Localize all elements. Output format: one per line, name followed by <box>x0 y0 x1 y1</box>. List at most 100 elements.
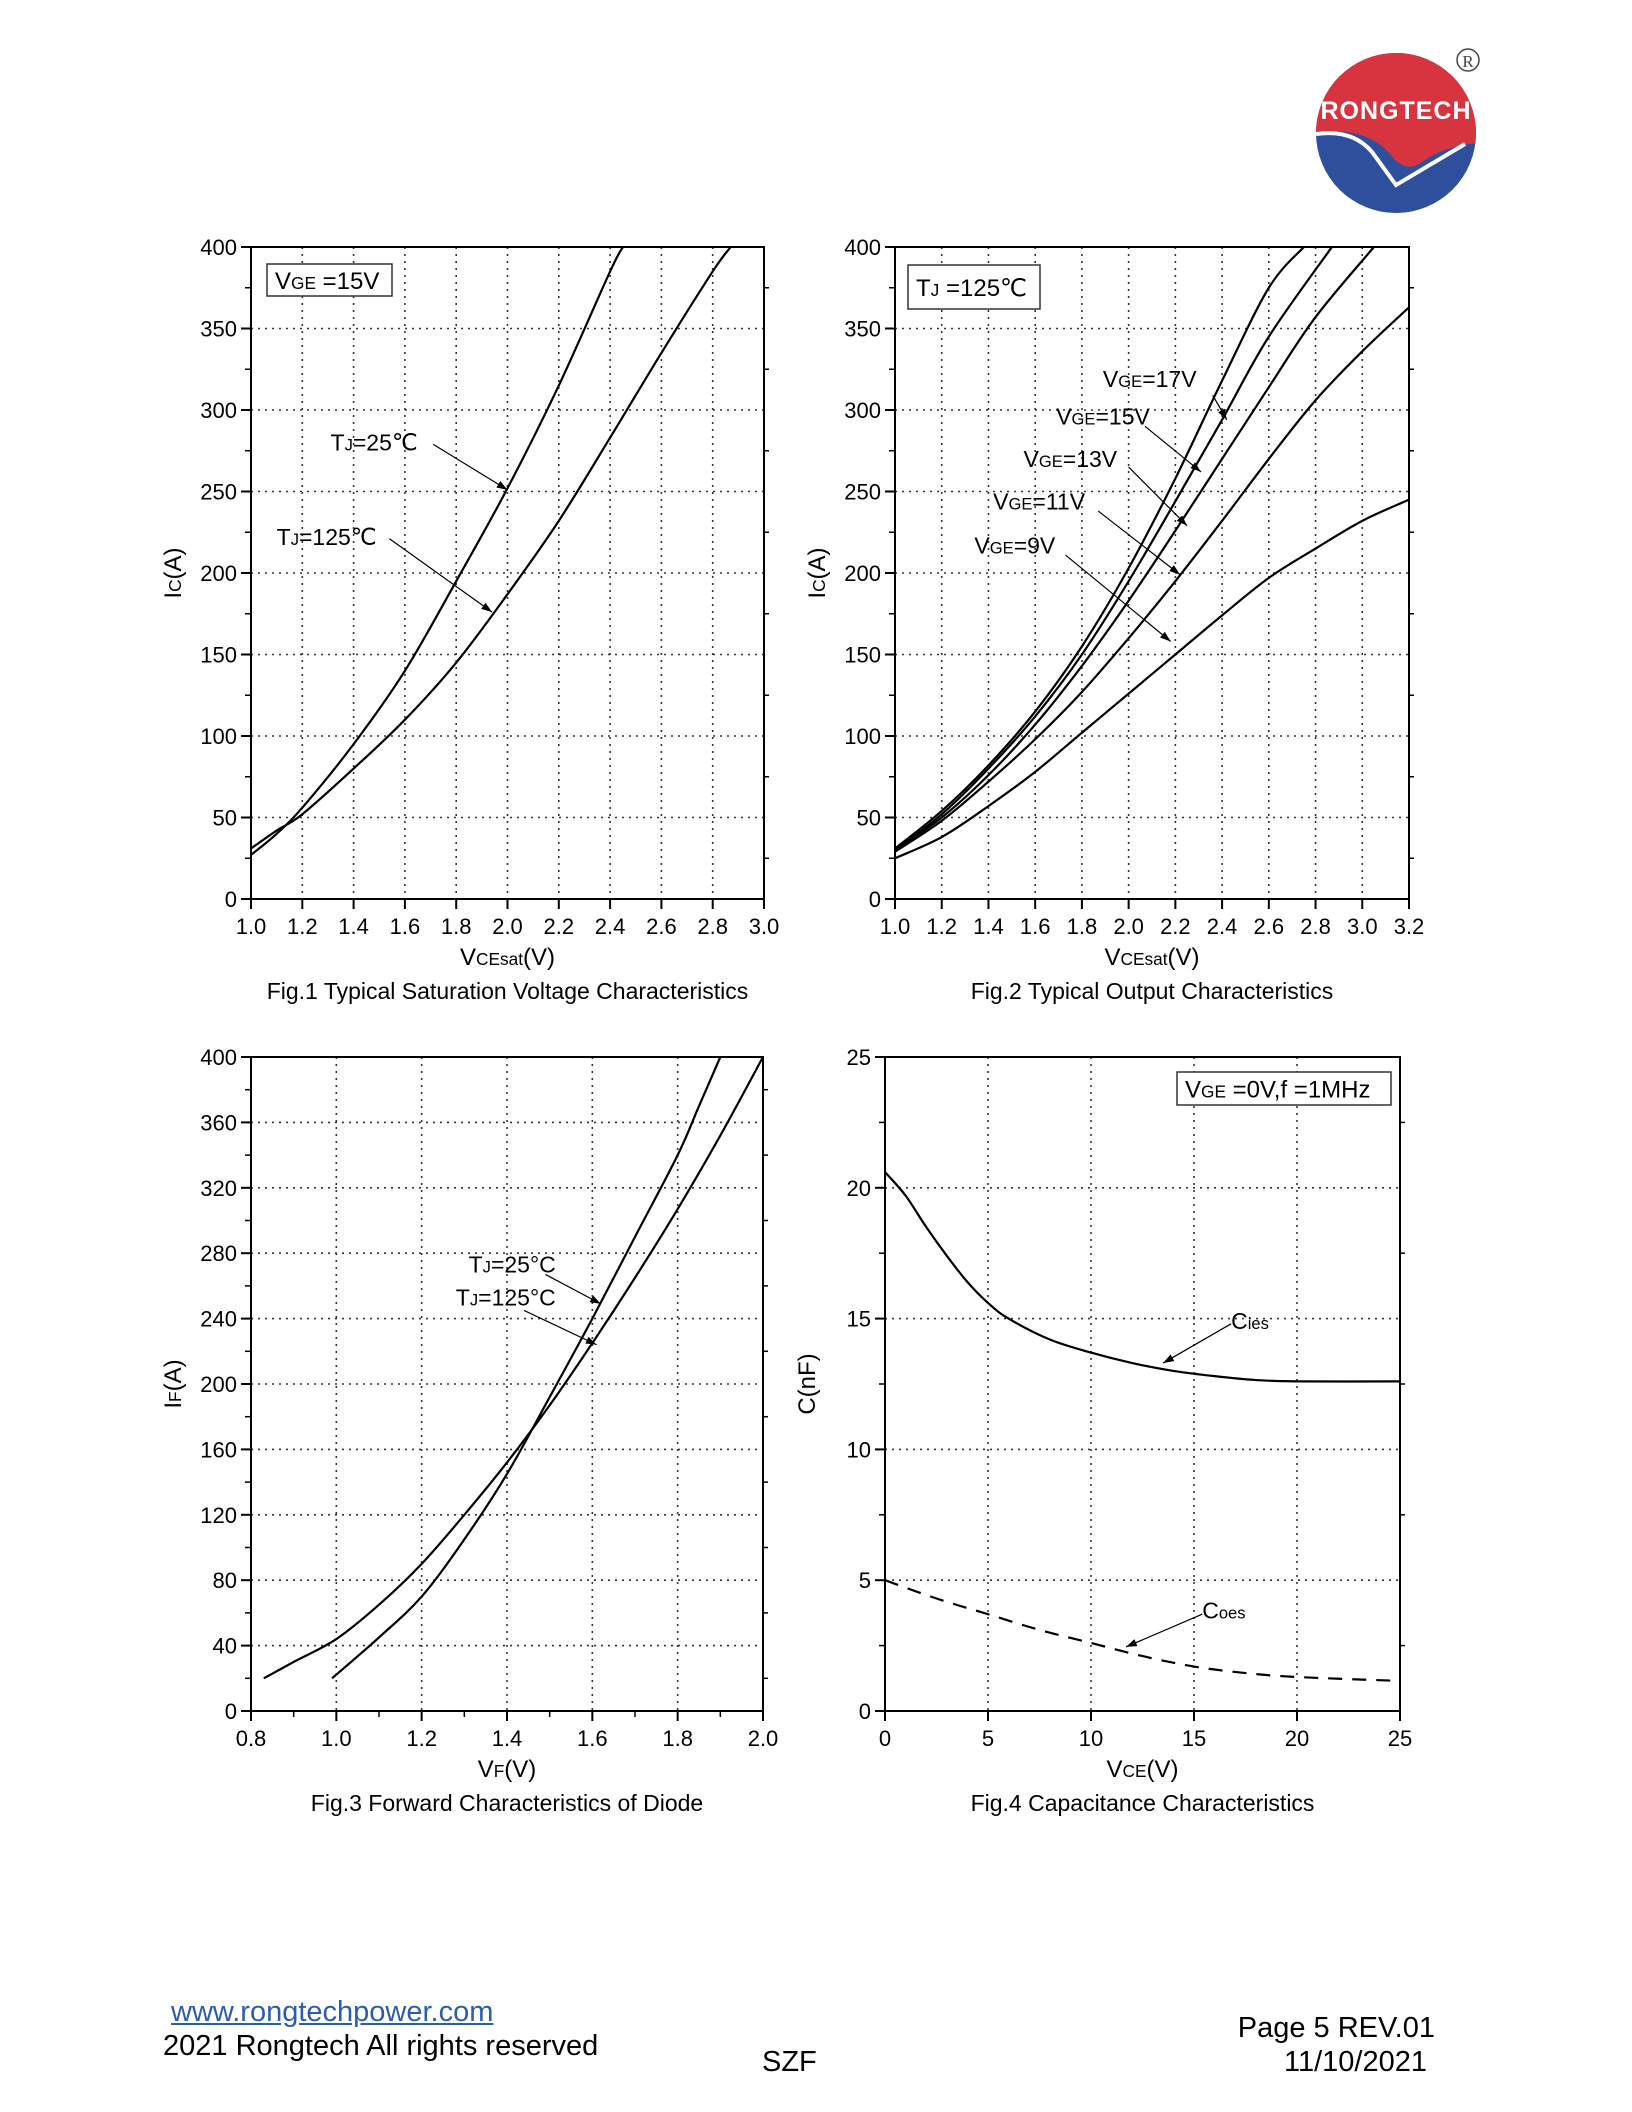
series-line-vge-17v <box>894 246 1305 850</box>
series-arrow <box>1144 425 1202 473</box>
x-tick-label: 10 <box>1079 1726 1103 1751</box>
x-tick-label: 1.8 <box>1067 914 1098 939</box>
x-tick-label: 2.0 <box>748 1726 779 1751</box>
y-tick-label: 400 <box>200 1045 237 1070</box>
copyright-text: 2021 Rongtech All rights reserved <box>163 2030 599 2062</box>
series-line-tj-125-c <box>263 1056 764 1680</box>
y-axis-label-main: I <box>160 1402 187 1409</box>
series-label-rest: =25℃ <box>353 430 418 456</box>
y-tick-label: 20 <box>847 1176 871 1201</box>
x-tick-label: 2.4 <box>1207 914 1238 939</box>
y-axis-label: C(nF) <box>794 1353 821 1414</box>
x-axis-label-main: V <box>1104 944 1120 971</box>
x-tick-label: 15 <box>1182 1726 1206 1751</box>
y-tick-label: 250 <box>844 480 881 505</box>
series-line-tj-25- <box>250 246 624 856</box>
condition-legend-text: VGE =15V <box>275 268 379 295</box>
x-axis-label-sub: CE <box>1123 1761 1147 1781</box>
x-tick-label: 1.8 <box>441 914 472 939</box>
x-tick-label: 0.8 <box>236 1726 267 1751</box>
series-arrow <box>1097 510 1181 576</box>
registered-mark-icon <box>1456 48 1480 72</box>
chart-title: Fig.3 Forward Characteristics of Diode <box>311 1790 703 1816</box>
series-label: VGE=9V <box>974 532 1055 558</box>
series-arrow <box>389 538 493 613</box>
series-label: TJ=125℃ <box>277 524 377 550</box>
x-tick-label: 20 <box>1285 1726 1309 1751</box>
series-label-sub: ies <box>1248 1314 1269 1333</box>
series-arrow <box>545 1273 602 1305</box>
condition-legend-text-sub: GE <box>1201 1082 1226 1102</box>
y-axis-label-main: I <box>804 592 831 599</box>
y-tick-label: 320 <box>200 1176 237 1201</box>
x-tick-label: 1.4 <box>973 914 1004 939</box>
y-tick-label: 200 <box>200 561 237 586</box>
series-label: TJ=25℃ <box>331 430 418 456</box>
series-line-vge-15v <box>894 246 1333 851</box>
series-arrow <box>1125 1613 1203 1648</box>
condition-legend-text-main: V <box>275 268 291 295</box>
y-tick-label: 5 <box>859 1568 871 1593</box>
series-label-main: V <box>1103 366 1119 392</box>
x-tick-label: 2.6 <box>1254 914 1285 939</box>
x-tick-label: 3.0 <box>1347 914 1378 939</box>
x-axis-label: VCEsat(V) <box>1104 944 1199 971</box>
y-tick-label: 0 <box>225 887 237 912</box>
chart-title: Fig.2 Typical Output Characteristics <box>971 978 1334 1004</box>
series-label-main: C <box>1231 1308 1248 1334</box>
website-link[interactable]: www.rongtechpower.com <box>171 1996 494 2028</box>
y-tick-label: 50 <box>857 806 881 831</box>
x-tick-label: 1.2 <box>926 914 957 939</box>
y-axis-label: IF(A) <box>160 1359 187 1408</box>
series-label-sub: GE <box>990 538 1014 557</box>
x-tick-label: 25 <box>1388 1726 1412 1751</box>
series-label-main: T <box>469 1252 483 1278</box>
page-revision: Page 5 REV.01 <box>1237 2012 1435 2044</box>
y-tick-label: 25 <box>847 1045 871 1070</box>
x-axis-label: VCE(V) <box>1106 1756 1178 1783</box>
y-tick-label: 40 <box>213 1634 237 1659</box>
series-label-main: C <box>1202 1598 1219 1624</box>
condition-legend-text-rest: =15V <box>316 268 379 295</box>
x-tick-label: 1.0 <box>236 914 267 939</box>
condition-legend-text: VGE =0V,f =1MHz <box>1185 1077 1371 1104</box>
y-tick-label: 0 <box>859 1699 871 1724</box>
x-tick-label: 1.2 <box>287 914 318 939</box>
condition-legend-box <box>907 264 1041 310</box>
condition-legend-text-rest: =0V,f =1MHz <box>1226 1077 1371 1104</box>
condition-legend-box <box>1176 1071 1392 1106</box>
x-tick-label: 2.2 <box>1160 914 1191 939</box>
y-axis-label-sub: C <box>809 579 829 591</box>
series-label-sub: J <box>345 436 353 455</box>
x-tick-label: 1.0 <box>880 914 911 939</box>
logo-red-half <box>1316 53 1476 167</box>
y-tick-label: 100 <box>844 724 881 749</box>
series-label-sub: GE <box>1118 372 1142 391</box>
series-line-vge-13v <box>894 246 1375 852</box>
series-arrow <box>1065 554 1172 642</box>
series-label-rest: =15V <box>1095 404 1150 430</box>
x-axis-label-sub: F <box>494 1761 505 1781</box>
series-line-vge-11v <box>894 306 1410 853</box>
series-line-tj-25-c <box>331 1056 722 1680</box>
y-axis-label: IC(A) <box>160 547 187 598</box>
condition-legend-text: TJ =125℃ <box>916 275 1027 302</box>
y-tick-label: 0 <box>869 887 881 912</box>
logo-text: RONGTECH <box>1320 97 1471 125</box>
series-label-main: T <box>331 430 345 456</box>
x-tick-label: 5 <box>982 1726 994 1751</box>
series-label-main: V <box>993 488 1009 514</box>
x-tick-label: 2.8 <box>697 914 728 939</box>
series-arrow <box>432 443 508 491</box>
series-label-rest: =25°C <box>491 1252 556 1278</box>
x-axis-label-sub: CEsat <box>476 949 523 969</box>
x-tick-label: 0 <box>879 1726 891 1751</box>
y-tick-label: 150 <box>200 643 237 668</box>
series-label: Coes <box>1202 1598 1245 1624</box>
y-axis-label-main: I <box>160 592 187 599</box>
x-axis-label-main: V <box>460 944 476 971</box>
condition-legend-text-main: V <box>1185 1077 1201 1104</box>
series-arrow <box>523 1309 597 1346</box>
y-tick-label: 350 <box>844 317 881 342</box>
